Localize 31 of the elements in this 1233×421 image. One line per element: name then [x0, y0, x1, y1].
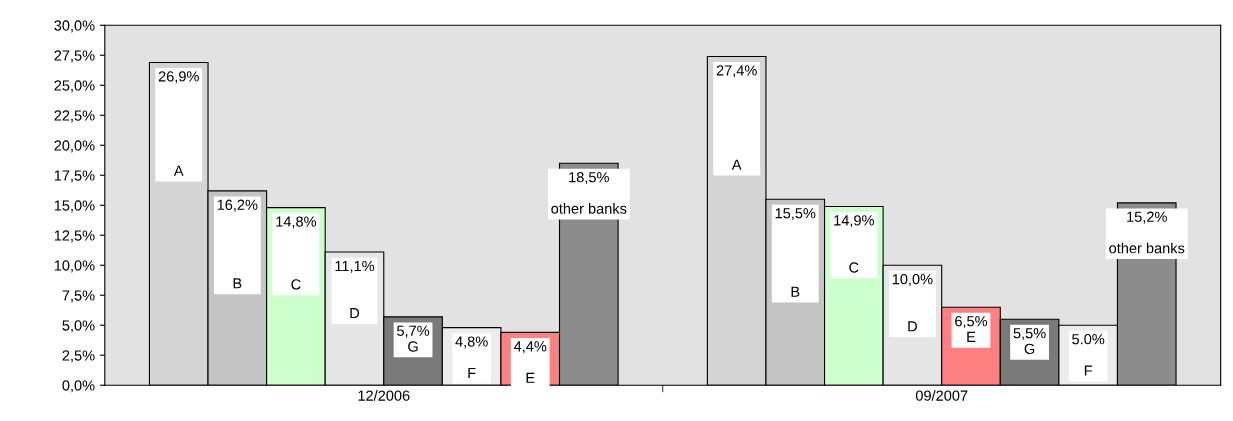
x-tick-label: 12/2006 — [358, 390, 410, 401]
text: 4,8% F — [455, 336, 488, 379]
y-tick-label: 20,0% — [54, 140, 95, 153]
y-tick-label: 5,0% — [62, 320, 95, 333]
y-tick-label: 2,5% — [62, 350, 95, 363]
text: 4,4% E — [513, 341, 547, 383]
text: 11,1% D — [335, 260, 375, 319]
data-label: 5,7% G — [397, 325, 430, 352]
text: 15,2% other banks — [1109, 211, 1185, 254]
y-tick-label: 15,0% — [54, 200, 95, 213]
y-tick-label: 10,0% — [54, 260, 95, 273]
text: 15,5% B — [775, 208, 816, 297]
y-tick-label: 7,5% — [62, 290, 95, 303]
x-tick-label: 09/2007 — [915, 390, 968, 401]
data-label: 6,5% E — [955, 316, 988, 342]
text: 14,9% C — [834, 215, 874, 273]
text: 18,5% other banks — [551, 172, 627, 214]
text: 10,0% D — [892, 274, 933, 332]
y-tick-label: 17,5% — [54, 170, 95, 183]
text: 16,2% B — [217, 199, 258, 289]
data-label: 5,5% G — [1013, 328, 1046, 355]
y-tick-label: 12,5% — [54, 230, 95, 243]
y-tick-label: 27,5% — [54, 50, 95, 63]
y-tick-label: 25,0% — [54, 80, 95, 93]
y-tick-label: 30,0% — [54, 20, 95, 33]
y-tick-label: 0,0% — [62, 380, 95, 393]
text: 26,9% A — [158, 71, 199, 176]
text: 14,8% C — [276, 216, 317, 290]
y-tick-label: 22,5% — [54, 110, 95, 123]
text: 27,4% A — [716, 65, 757, 170]
text: 5.0% F — [1072, 334, 1105, 376]
